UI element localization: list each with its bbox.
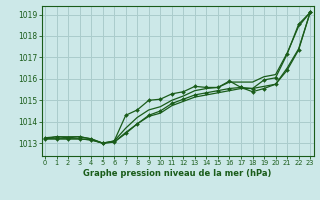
X-axis label: Graphe pression niveau de la mer (hPa): Graphe pression niveau de la mer (hPa) bbox=[84, 169, 272, 178]
